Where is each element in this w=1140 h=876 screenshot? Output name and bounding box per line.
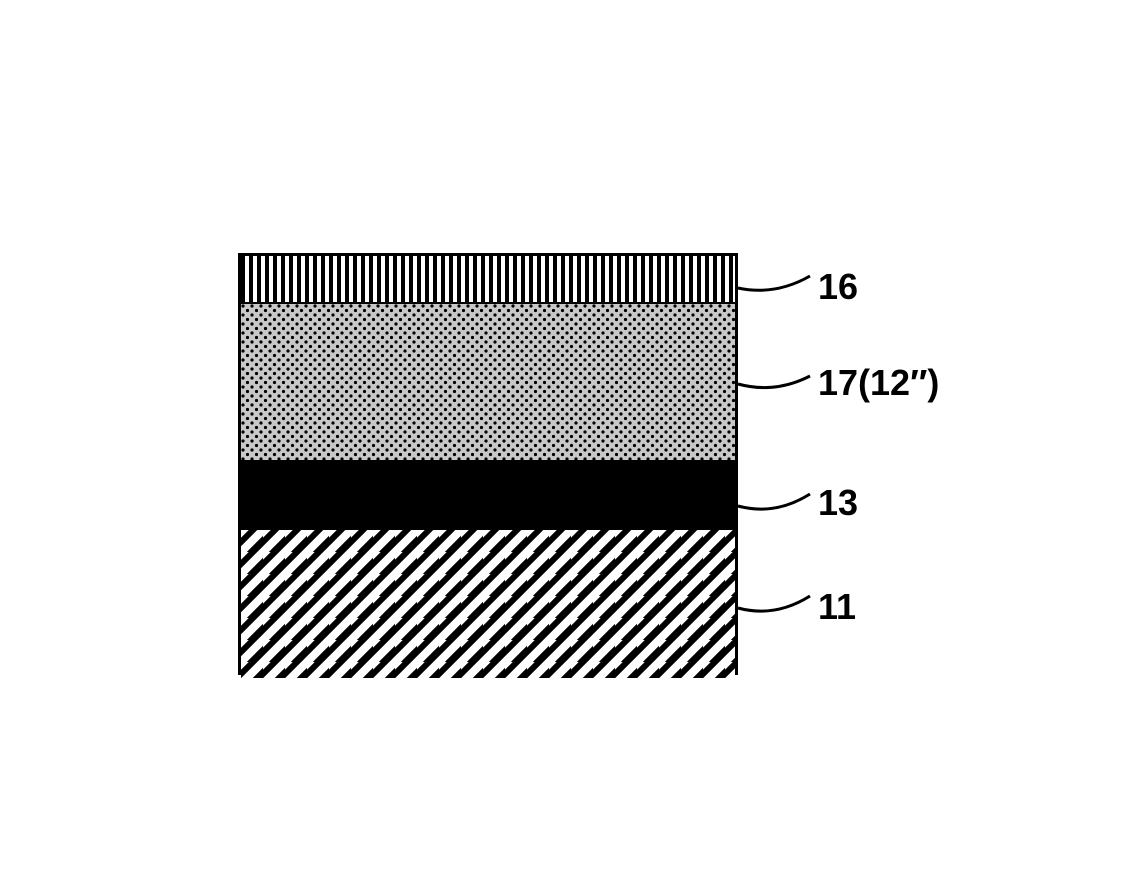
label-11: 11 [818, 586, 856, 628]
layer-stack-diagram [238, 253, 738, 675]
layer-13 [241, 462, 735, 530]
layer-11 [241, 530, 735, 678]
diagonal-hatch-pattern [241, 530, 735, 678]
label-13: 13 [818, 482, 858, 524]
vertical-lines-pattern [241, 256, 735, 302]
layer-16 [241, 256, 735, 304]
label-17: 17(12″) [818, 362, 939, 404]
label-16: 16 [818, 266, 858, 308]
solid-fill [241, 462, 735, 528]
dots-pattern [241, 304, 735, 460]
layer-17 [241, 304, 735, 462]
